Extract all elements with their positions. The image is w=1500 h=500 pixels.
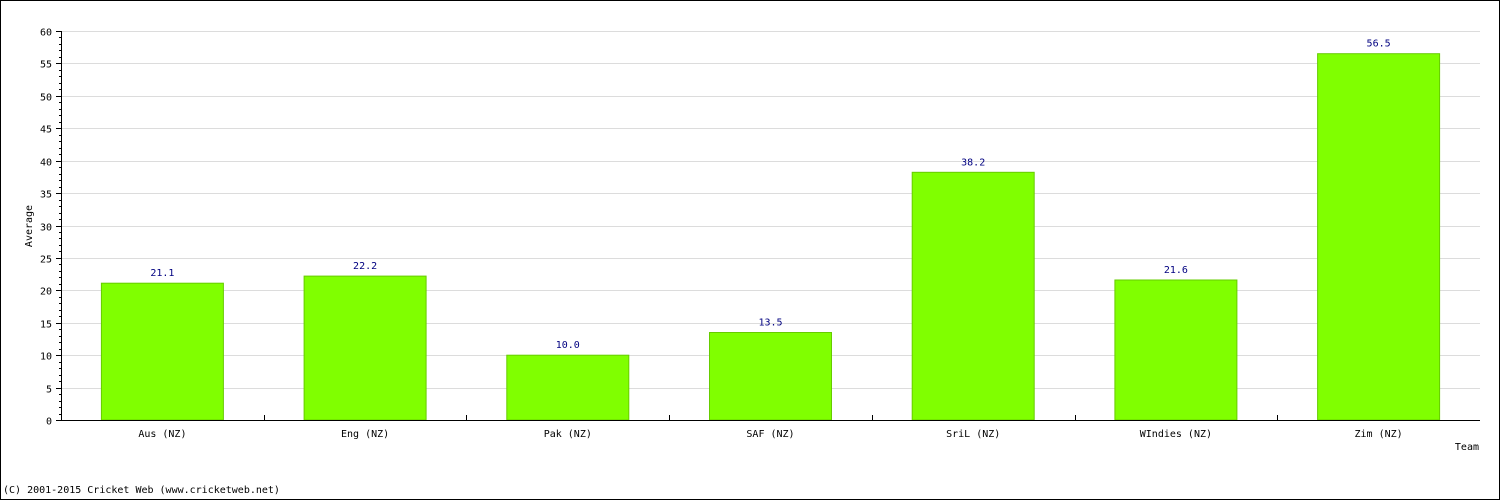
y-tick-label: 30 (40, 223, 52, 234)
grid-lines (61, 31, 1480, 389)
x-tick-label: Zim (NZ) (1355, 429, 1403, 440)
data-label: 21.6 (1164, 265, 1188, 276)
y-tick-label: 25 (40, 255, 52, 266)
y-tick-label: 40 (40, 158, 52, 169)
y-tick-label: 15 (40, 320, 52, 331)
x-tick-label: SriL (NZ) (946, 429, 1000, 440)
x-tick-label: Pak (NZ) (544, 429, 592, 440)
data-label: 10.0 (556, 340, 580, 351)
bars (100, 53, 1441, 421)
bar (303, 275, 427, 421)
y-tick-label: 55 (40, 60, 52, 71)
x-tick-label: Eng (NZ) (341, 429, 389, 440)
bar (709, 332, 832, 421)
data-label: 38.2 (961, 157, 985, 168)
data-label: 21.1 (150, 268, 174, 279)
bar (911, 171, 1035, 421)
y-tick-label: 0 (46, 417, 52, 428)
y-tick-label: 20 (40, 287, 52, 298)
data-label: 56.5 (1367, 39, 1391, 50)
data-label: 22.2 (353, 261, 377, 272)
bar (506, 354, 630, 421)
bar (100, 282, 224, 421)
y-axis-title: Average (24, 205, 35, 247)
bar (1317, 53, 1441, 421)
x-tick-label: SAF (NZ) (746, 429, 794, 440)
x-tick-label: WIndies (NZ) (1140, 429, 1212, 440)
y-tick-label: 10 (40, 352, 52, 363)
y-tick-label: 50 (40, 93, 52, 104)
labels: 0 5 10 15 20 25 30 35 40 45 50 55 60 21.1 Aus (NZ) 22.2… (40, 28, 1403, 441)
y-tick-label: 60 (40, 28, 52, 39)
y-tick-label: 35 (40, 190, 52, 201)
x-axis-title: Team (1455, 442, 1479, 453)
copyright-text: (C) 2001-2015 Cricket Web (www.cricketwe… (3, 485, 280, 496)
bar (1114, 279, 1238, 421)
y-tick-label: 5 (46, 385, 52, 396)
x-tick-label: Aus (NZ) (138, 429, 186, 440)
data-label: 13.5 (758, 318, 782, 329)
axes (56, 31, 1480, 421)
y-tick-label: 45 (40, 125, 52, 136)
